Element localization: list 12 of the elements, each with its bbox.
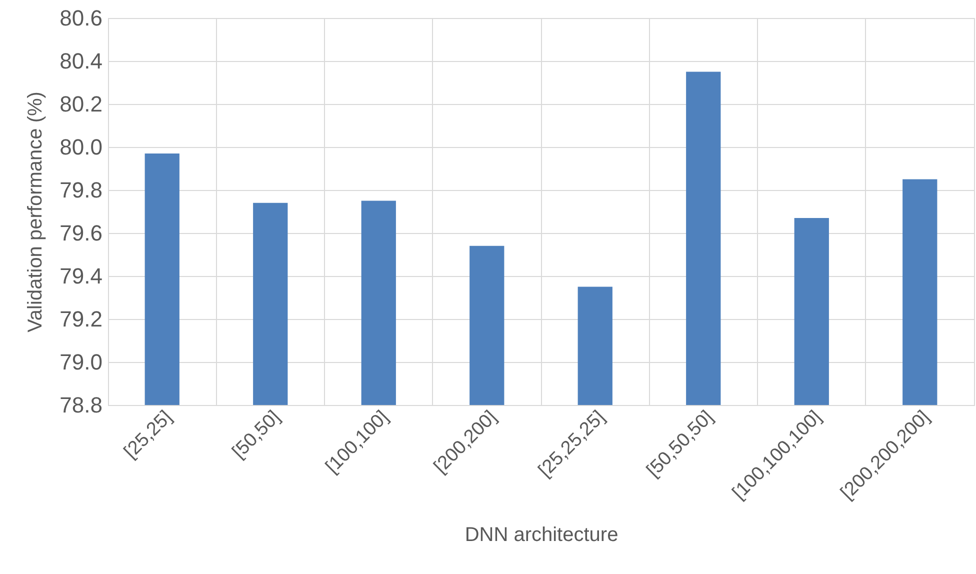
- y-axis-title: Validation performance (%): [24, 92, 47, 332]
- y-tick-label: 78.8: [60, 392, 102, 418]
- y-tick-label: 79.8: [60, 178, 102, 202]
- y-tick-label: 79.6: [60, 220, 102, 246]
- y-tick-label: 79.4: [60, 264, 102, 288]
- x-axis-title: DNN architecture: [464, 524, 618, 546]
- y-tick-label: 80.4: [60, 48, 102, 74]
- y-tick-label: 80.6: [60, 6, 102, 30]
- y-tick-label: 79.2: [60, 306, 102, 332]
- y-tick-label: 80.0: [60, 134, 102, 160]
- y-tick-label: 80.2: [60, 92, 102, 116]
- y-tick-label: 79.0: [60, 350, 102, 374]
